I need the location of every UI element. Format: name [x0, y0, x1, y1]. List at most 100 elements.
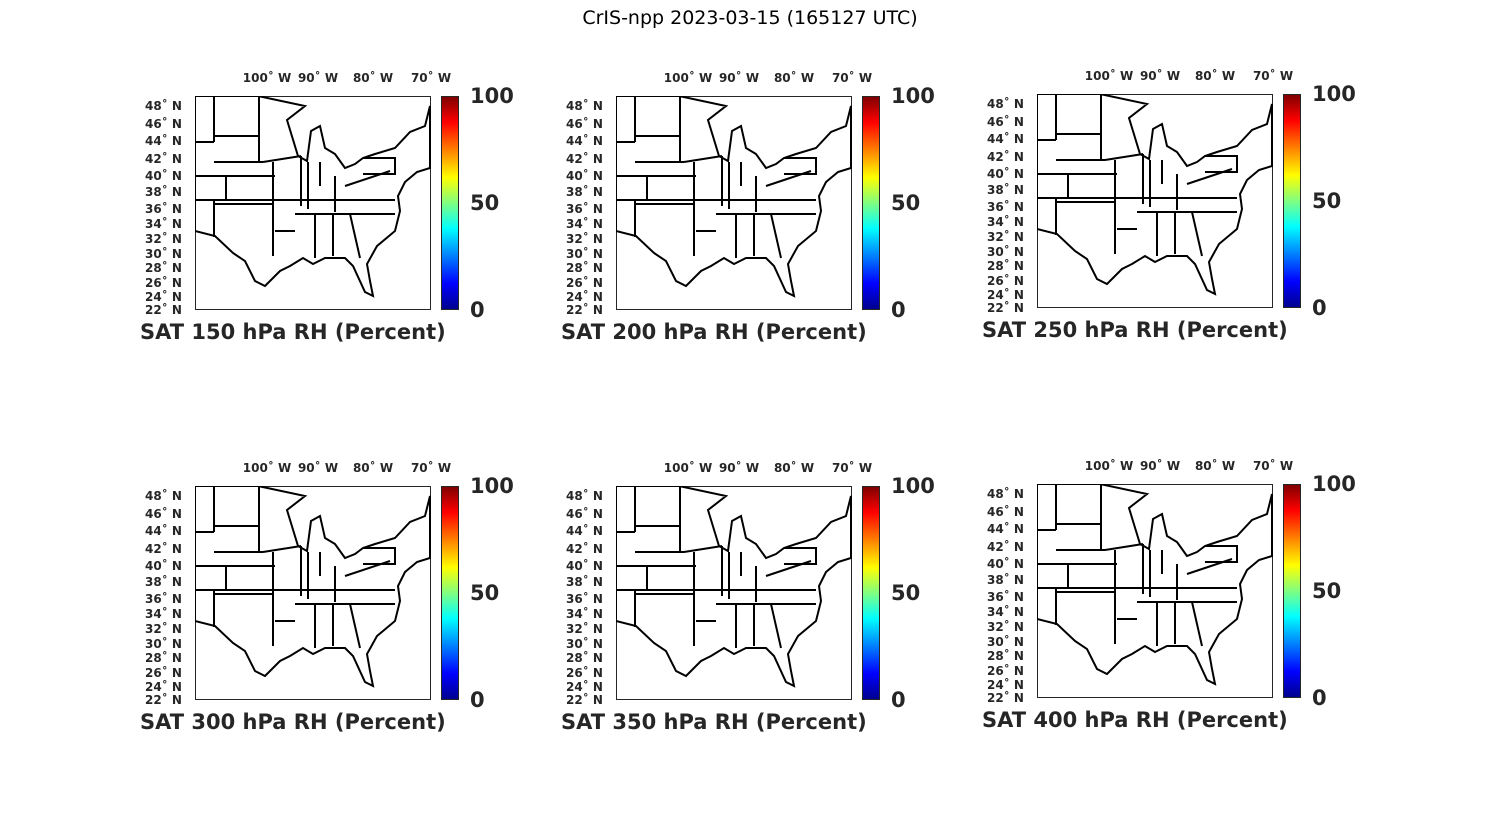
latitude-tick-label: 24˚ N: [566, 680, 603, 694]
latitude-tick-label: 42˚ N: [145, 152, 182, 166]
longitude-tick-label: 100˚ W: [242, 71, 292, 85]
us-map: [616, 96, 852, 310]
map-panel: 100˚ W 90˚ W 80˚ W 70˚ W 48˚ N 46˚ N 44˚ N 42˚ …: [561, 71, 935, 356]
latitude-tick-label: 26˚ N: [987, 664, 1024, 678]
coastline: [1037, 94, 1273, 296]
longitude-tick-label: 70˚ W: [1252, 459, 1294, 473]
state-border: [1191, 601, 1203, 647]
state-border: [344, 560, 391, 577]
panel-title: SAT 350 hPa RH (Percent): [561, 710, 867, 734]
latitude-tick-label: 34˚ N: [987, 605, 1024, 619]
state-border: [770, 603, 782, 649]
latitude-tick-label: 22˚ N: [566, 693, 603, 707]
state-border: [262, 545, 302, 553]
longitude-tick-label: 90˚ W: [718, 461, 760, 475]
latitude-tick-label: 46˚ N: [987, 505, 1024, 519]
figure-title: CrIS-npp 2023-03-15 (165127 UTC): [582, 7, 918, 29]
us-map: [1037, 484, 1273, 698]
colorbar: [1283, 484, 1301, 698]
latitude-tick-label: 46˚ N: [145, 117, 182, 131]
colorbar-tick-label: 50: [891, 581, 921, 605]
latitude-tick-label: 32˚ N: [566, 232, 603, 246]
latitude-tick-label: 40˚ N: [566, 559, 603, 573]
state-border: [349, 213, 361, 259]
longitude-tick-label: 70˚ W: [831, 71, 873, 85]
latitude-tick-label: 26˚ N: [145, 666, 182, 680]
colorbar-tick-label: 100: [1312, 472, 1356, 496]
latitude-tick-label: 28˚ N: [566, 651, 603, 665]
latitude-tick-label: 24˚ N: [987, 678, 1024, 692]
us-map: [1037, 94, 1273, 308]
map-panel: 100˚ W 90˚ W 80˚ W 70˚ W 48˚ N 46˚ N 44˚ N 42˚ …: [982, 69, 1356, 354]
colorbar-tick-label: 50: [1312, 579, 1342, 603]
latitude-tick-label: 42˚ N: [987, 540, 1024, 554]
state-border: [262, 155, 302, 163]
latitude-tick-label: 26˚ N: [987, 274, 1024, 288]
latitude-tick-label: 32˚ N: [145, 622, 182, 636]
latitude-tick-label: 28˚ N: [145, 651, 182, 665]
latitude-tick-label: 48˚ N: [566, 99, 603, 113]
longitude-tick-label: 90˚ W: [718, 71, 760, 85]
colorbar: [1283, 94, 1301, 308]
latitude-tick-label: 44˚ N: [566, 134, 603, 148]
latitude-tick-label: 48˚ N: [145, 489, 182, 503]
panel-title: SAT 200 hPa RH (Percent): [561, 320, 867, 344]
latitude-tick-label: 34˚ N: [145, 607, 182, 621]
latitude-tick-label: 34˚ N: [145, 217, 182, 231]
latitude-tick-label: 44˚ N: [987, 522, 1024, 536]
colorbar-tick-label: 100: [891, 84, 935, 108]
colorbar-tick-label: 50: [891, 191, 921, 215]
longitude-tick-label: 100˚ W: [1084, 69, 1134, 83]
latitude-tick-label: 46˚ N: [145, 507, 182, 521]
latitude-tick-label: 42˚ N: [566, 542, 603, 556]
latitude-tick-label: 40˚ N: [145, 169, 182, 183]
latitude-tick-label: 46˚ N: [566, 507, 603, 521]
latitude-tick-label: 46˚ N: [987, 115, 1024, 129]
longitude-tick-label: 90˚ W: [1139, 459, 1181, 473]
latitude-tick-label: 44˚ N: [987, 132, 1024, 146]
longitude-tick-label: 100˚ W: [663, 461, 713, 475]
latitude-tick-label: 44˚ N: [145, 134, 182, 148]
colorbar-tick-label: 0: [891, 298, 906, 322]
map-panel: 100˚ W 90˚ W 80˚ W 70˚ W 48˚ N 46˚ N 44˚ N 42˚ …: [140, 71, 514, 356]
longitude-tick-label: 90˚ W: [297, 71, 339, 85]
map-panel: 100˚ W 90˚ W 80˚ W 70˚ W 48˚ N 46˚ N 44˚ N 42˚ …: [140, 461, 514, 746]
latitude-tick-label: 40˚ N: [566, 169, 603, 183]
state-border: [1104, 153, 1144, 161]
colorbar-tick-label: 100: [1312, 82, 1356, 106]
coastline: [195, 486, 431, 688]
latitude-tick-label: 48˚ N: [145, 99, 182, 113]
latitude-tick-label: 26˚ N: [566, 276, 603, 290]
latitude-tick-label: 44˚ N: [145, 524, 182, 538]
latitude-tick-label: 30˚ N: [566, 637, 603, 651]
colorbar-tick-label: 100: [891, 474, 935, 498]
latitude-tick-label: 24˚ N: [145, 680, 182, 694]
longitude-tick-label: 80˚ W: [1194, 459, 1236, 473]
longitude-tick-label: 100˚ W: [1084, 459, 1134, 473]
latitude-tick-label: 40˚ N: [987, 557, 1024, 571]
latitude-tick-label: 24˚ N: [145, 290, 182, 304]
latitude-tick-label: 30˚ N: [145, 637, 182, 651]
coastline: [1037, 484, 1273, 686]
colorbar-tick-label: 50: [470, 191, 500, 215]
panel-title: SAT 150 hPa RH (Percent): [140, 320, 446, 344]
latitude-tick-label: 36˚ N: [987, 590, 1024, 604]
latitude-tick-label: 38˚ N: [987, 573, 1024, 587]
longitude-tick-label: 80˚ W: [773, 461, 815, 475]
longitude-tick-label: 90˚ W: [297, 461, 339, 475]
latitude-tick-label: 36˚ N: [987, 200, 1024, 214]
latitude-tick-label: 22˚ N: [145, 303, 182, 317]
colorbar-tick-label: 0: [1312, 686, 1327, 710]
longitude-tick-label: 100˚ W: [663, 71, 713, 85]
us-map: [616, 486, 852, 700]
latitude-tick-label: 34˚ N: [566, 217, 603, 231]
colorbar: [862, 96, 880, 310]
state-border: [349, 603, 361, 649]
state-border: [344, 170, 391, 187]
longitude-tick-label: 80˚ W: [773, 71, 815, 85]
latitude-tick-label: 38˚ N: [145, 185, 182, 199]
us-map: [195, 486, 431, 700]
latitude-tick-label: 48˚ N: [987, 487, 1024, 501]
latitude-tick-label: 28˚ N: [987, 259, 1024, 273]
